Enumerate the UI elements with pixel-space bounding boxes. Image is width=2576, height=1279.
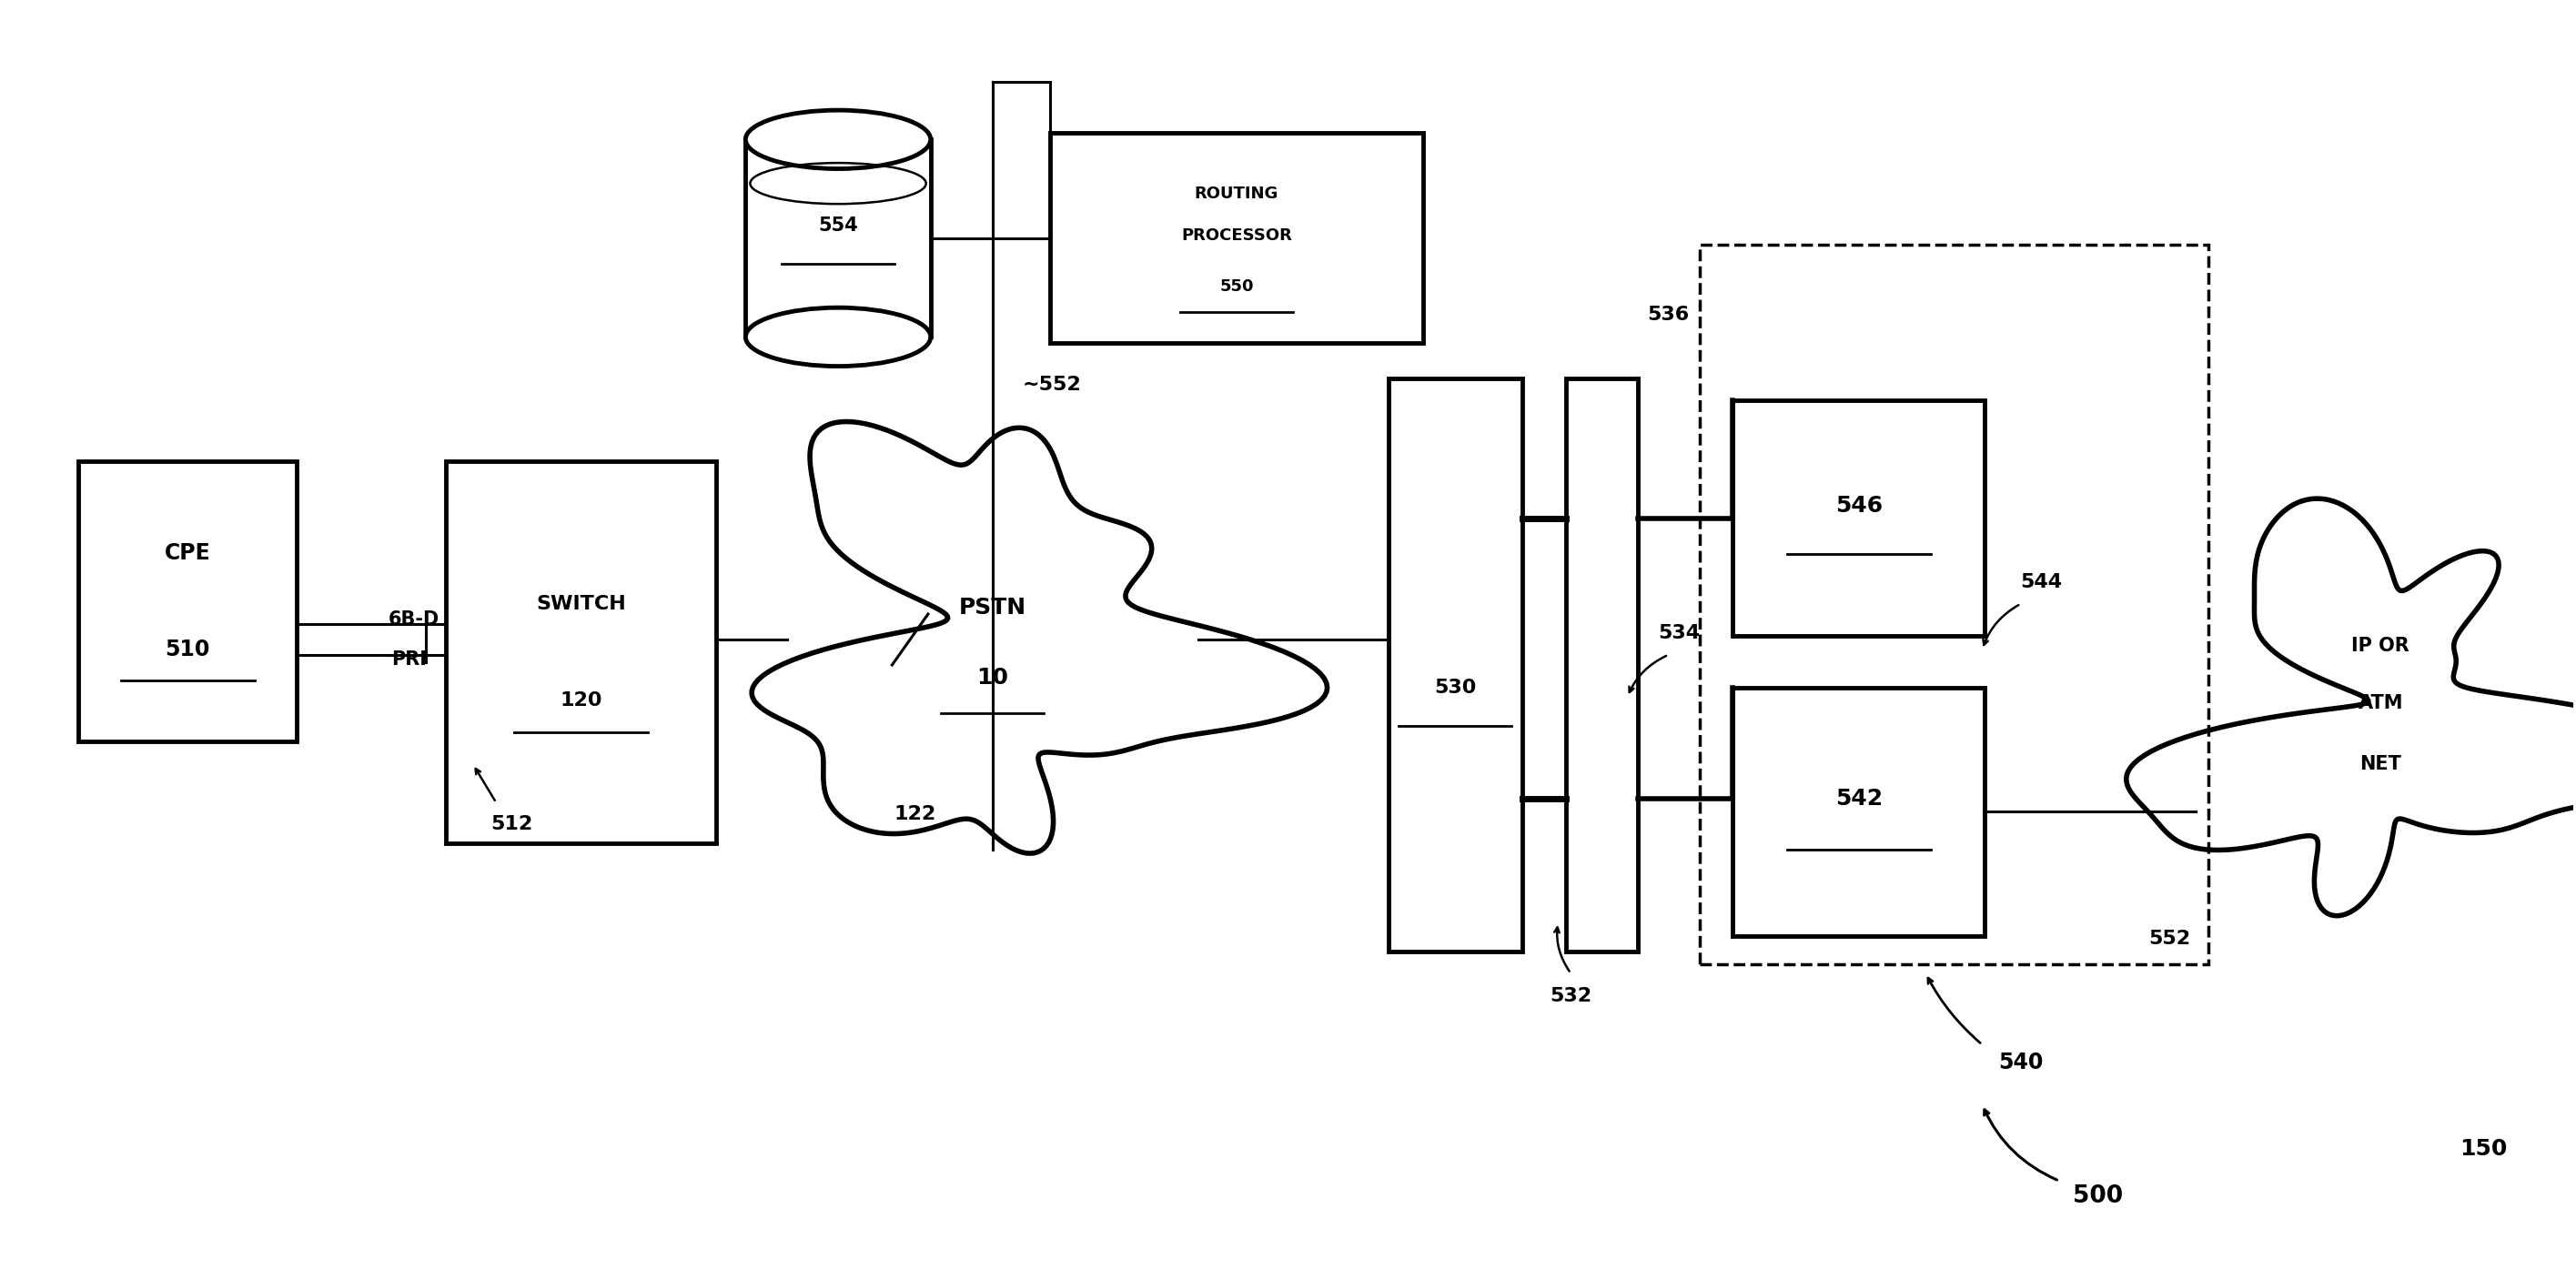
Text: PSTN: PSTN [958,597,1025,619]
Bar [1700,244,2208,964]
Text: 554: 554 [819,216,858,234]
Text: 534: 534 [1659,624,1700,642]
Text: CPE: CPE [165,542,211,564]
Text: 546: 546 [1834,495,1883,517]
Polygon shape [2125,499,2576,916]
Text: 542: 542 [1834,788,1883,810]
Ellipse shape [744,308,930,366]
Text: 500: 500 [2074,1184,2123,1209]
Text: 532: 532 [1551,987,1592,1005]
Text: NET: NET [2360,756,2401,774]
Bar [446,462,716,843]
Text: 510: 510 [165,638,211,661]
Text: 120: 120 [559,692,603,710]
Bar [1734,400,1984,637]
Text: 512: 512 [489,815,533,834]
Text: 122: 122 [894,804,935,824]
Text: PROCESSOR: PROCESSOR [1182,228,1293,244]
Bar [744,139,930,336]
Text: 550: 550 [1218,279,1255,294]
Text: 10: 10 [976,666,1007,688]
Text: PRI: PRI [392,651,428,669]
Text: 540: 540 [1999,1051,2043,1073]
Text: ~552: ~552 [1023,376,1082,394]
Text: 150: 150 [2460,1138,2506,1160]
Text: 6B-D: 6B-D [389,610,440,628]
Text: 552: 552 [2148,930,2190,948]
Bar [77,462,296,742]
Text: ROUTING: ROUTING [1195,185,1278,202]
Text: 544: 544 [2020,573,2063,591]
Bar [1388,379,1522,952]
Polygon shape [752,422,1327,853]
Text: 536: 536 [1649,306,1690,324]
Text: SWITCH: SWITCH [536,595,626,613]
Text: ATM: ATM [2357,694,2403,712]
Bar [1051,133,1422,343]
Text: 530: 530 [1435,679,1476,697]
Ellipse shape [744,110,930,169]
Bar [1566,379,1638,952]
Text: IP OR: IP OR [2352,637,2409,655]
Bar [1734,687,1984,936]
